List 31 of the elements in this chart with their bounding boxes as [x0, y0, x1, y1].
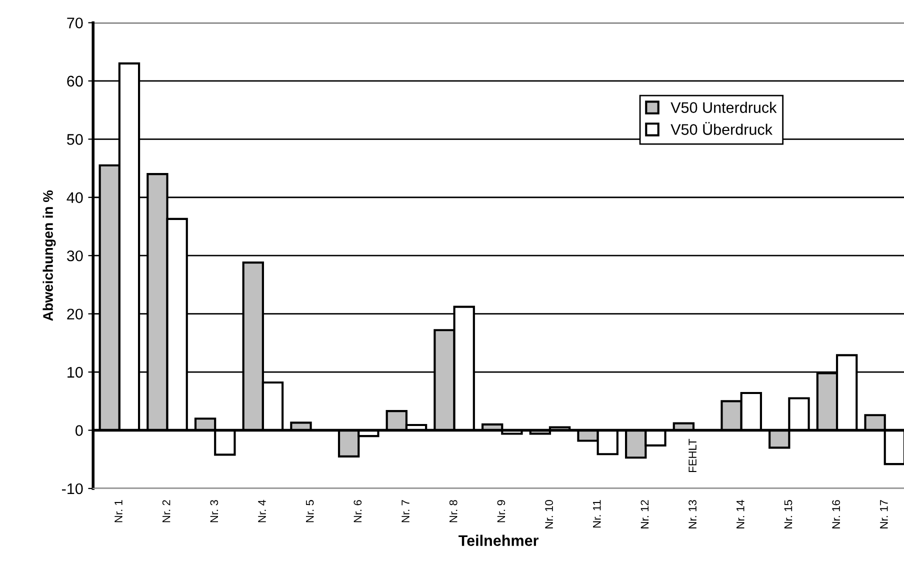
y-tick-label: -10 — [62, 483, 83, 494]
y-axis-title: Abweichungen in % — [42, 190, 56, 321]
x-tick-label: Nr. 13 — [688, 500, 696, 528]
x-tick-label: Nr. 7 — [402, 500, 410, 522]
annotation: FEHLT — [688, 438, 696, 472]
x-tick-label: Nr. 1 — [114, 500, 122, 522]
y-tick-label: 0 — [75, 425, 83, 436]
x-tick-label: Nr. 6 — [354, 500, 362, 522]
legend-label: V50 Unterdruck — [670, 102, 777, 113]
x-tick-label: Nr. 3 — [210, 500, 218, 522]
x-axis-title: Teilnehmer — [458, 534, 539, 546]
x-tick-label: Nr. 10 — [545, 500, 553, 528]
x-tick-label: Nr. 11 — [593, 500, 601, 528]
y-tick-label: 60 — [67, 76, 83, 87]
x-tick-label: Nr. 8 — [449, 500, 458, 522]
y-tick-label: 70 — [67, 18, 83, 28]
y-tick-label: 50 — [67, 134, 83, 145]
x-tick-label: Nr. 9 — [497, 500, 506, 522]
x-tick-label: Nr. 16 — [832, 500, 840, 528]
y-tick-label: 20 — [67, 308, 83, 320]
x-tick-label: Nr. 4 — [258, 500, 266, 522]
x-tick-label: Nr. 5 — [306, 500, 314, 522]
y-tick-label: 10 — [68, 366, 83, 378]
x-tick-label: Nr. 14 — [736, 500, 744, 528]
y-tick-label: 40 — [66, 192, 83, 204]
y-tick-label: 30 — [66, 250, 83, 262]
x-tick-label: Nr. 15 — [784, 500, 792, 528]
x-tick-label: Nr. 17 — [880, 500, 888, 528]
legend-label: V50 Überdruck — [670, 122, 773, 135]
x-tick-label: Nr. 12 — [640, 500, 649, 528]
x-tick-label: Nr. 2 — [162, 500, 170, 522]
